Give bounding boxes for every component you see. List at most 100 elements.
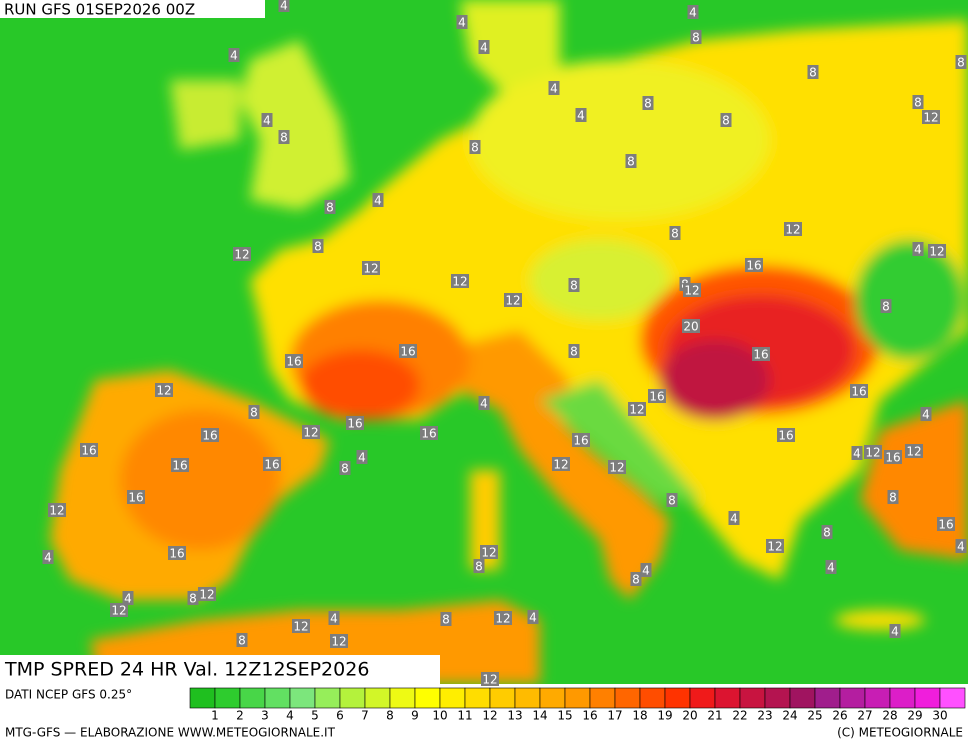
contour-label-box xyxy=(494,611,512,625)
colorbar-tick-label: 7 xyxy=(361,709,369,723)
colorbar-tick-label: 24 xyxy=(782,709,797,723)
map-title: TMP SPRED 24 HR Val. 12Z12SEP2026 xyxy=(4,659,369,681)
contour-label-box xyxy=(356,450,368,464)
contour-label: 12 xyxy=(331,635,346,649)
colorbar-swatch xyxy=(489,687,516,709)
colorbar-tick-label: 18 xyxy=(632,709,647,723)
run-label: RUN GFS 01SEP2026 00Z xyxy=(4,1,195,19)
colorbar-tick-label: 1 xyxy=(211,709,219,723)
colorbar-swatch xyxy=(414,687,441,709)
contour-label-box xyxy=(568,344,580,358)
contour-label-box xyxy=(171,458,189,472)
contour-label: 20 xyxy=(683,320,698,334)
colorbar-swatch xyxy=(639,687,666,709)
contour-label-box xyxy=(480,545,498,559)
run-box xyxy=(0,0,265,18)
contour-label: 12 xyxy=(906,445,921,459)
colorbar-tick-label: 6 xyxy=(336,709,344,723)
contour-label-box xyxy=(807,65,819,79)
contour-label-box xyxy=(372,193,384,207)
colorbar-swatch xyxy=(214,687,241,709)
contour-label: 8 xyxy=(671,227,679,241)
contour-label-box xyxy=(302,425,320,439)
colorbar-swatch xyxy=(239,687,266,709)
colorbar-swatch xyxy=(564,687,591,709)
contour-label-box xyxy=(912,242,924,256)
contour-label-box xyxy=(469,140,481,154)
contour-label-box xyxy=(456,15,468,29)
contour-label-box xyxy=(920,407,932,421)
contour-label-box xyxy=(324,200,336,214)
contour-label: 8 xyxy=(189,592,197,606)
contour-label: 8 xyxy=(280,131,288,145)
contour-label: 16 xyxy=(347,417,362,431)
contour-label-box xyxy=(285,354,303,368)
contour-label-box xyxy=(278,0,290,12)
contour-label-box xyxy=(912,95,924,109)
contour-label: 16 xyxy=(169,547,184,561)
credit-label: MTG-GFS — ELABORAZIONE WWW.METEOGIORNALE… xyxy=(5,726,336,740)
colorbar-swatch xyxy=(864,687,891,709)
contour-label: 12 xyxy=(482,673,497,687)
contour-label: 4 xyxy=(689,6,697,20)
colorbar-swatch xyxy=(689,687,716,709)
colorbar-swatch xyxy=(289,687,316,709)
colorbar-swatch xyxy=(514,687,541,709)
contour-label: 4 xyxy=(550,82,558,96)
contour-label: 16 xyxy=(885,451,900,465)
contour-label-box xyxy=(42,550,54,564)
contour-label: 12 xyxy=(923,111,938,125)
contour-label: 4 xyxy=(280,0,288,13)
contour-label-box xyxy=(928,244,946,258)
title-box xyxy=(0,655,440,684)
contour-label-box xyxy=(625,154,637,168)
colorbar-swatch xyxy=(464,687,491,709)
contour-label-box xyxy=(955,55,967,69)
contour-label: 16 xyxy=(649,390,664,404)
colorbar-tick-label: 30 xyxy=(932,709,947,723)
contour-label: 8 xyxy=(442,613,450,627)
contour-label: 4 xyxy=(529,611,537,625)
colorbar-tick-label: 14 xyxy=(532,709,547,723)
contour-label-box xyxy=(864,445,882,459)
contour-label: 12 xyxy=(293,620,308,634)
contour-label-box xyxy=(887,490,899,504)
contour-label-box xyxy=(889,624,901,638)
contour-label: 4 xyxy=(922,408,930,422)
contour-label: 16 xyxy=(851,385,866,399)
contour-label: 8 xyxy=(627,155,635,169)
contour-label: 12 xyxy=(495,612,510,626)
contour-label: 12 xyxy=(363,262,378,276)
contour-label-box xyxy=(504,293,522,307)
contour-label: 4 xyxy=(230,49,238,63)
contour-label-box xyxy=(399,344,417,358)
colorbar-tick-label: 12 xyxy=(482,709,497,723)
colorbar-tick-label: 4 xyxy=(286,709,294,723)
colorbar-tick-label: 25 xyxy=(807,709,822,723)
colorbar-tick-label: 15 xyxy=(557,709,572,723)
contour-label: 16 xyxy=(202,429,217,443)
contour-label: 8 xyxy=(722,114,730,128)
colorbar-swatch xyxy=(939,687,966,709)
colorbar-swatch xyxy=(189,687,216,709)
contour-label-box xyxy=(575,108,587,122)
colorbar-swatch xyxy=(914,687,941,709)
contour-label-box xyxy=(127,490,145,504)
contour-label-box xyxy=(110,603,128,617)
contour-label: 12 xyxy=(452,275,467,289)
contour-label: 12 xyxy=(303,426,318,440)
colorbar-swatch xyxy=(839,687,866,709)
colorbar-swatch xyxy=(589,687,616,709)
colorbar-swatch xyxy=(739,687,766,709)
contour-label: 16 xyxy=(264,458,279,472)
contour-label: 12 xyxy=(553,458,568,472)
colorbar-swatch xyxy=(614,687,641,709)
contour-label: 12 xyxy=(785,223,800,237)
colorbar-tick-label: 3 xyxy=(261,709,269,723)
contour-label-box xyxy=(648,389,666,403)
contour-label: 4 xyxy=(374,194,382,208)
contour-label-box xyxy=(187,591,199,605)
colorbar-tick-label: 9 xyxy=(411,709,419,723)
contour-label: 12 xyxy=(505,294,520,308)
contour-label: 8 xyxy=(632,573,640,587)
